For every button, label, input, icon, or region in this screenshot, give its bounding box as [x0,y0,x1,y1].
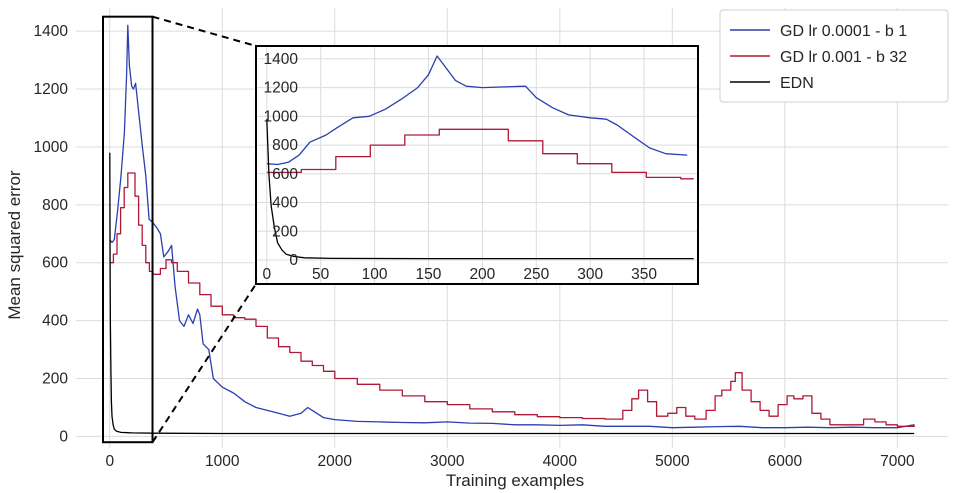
inset-y-tick-label: 1200 [264,80,299,97]
y-axis-label: Mean squared error [5,170,24,320]
series-line-2 [109,152,915,435]
inset-x-tick-label: 200 [469,266,495,283]
inset-x-tick-label: 50 [312,266,330,283]
zoom-connector-bottom [151,283,257,443]
inset-x-tick-label: 100 [362,266,388,283]
x-tick-label: 4000 [543,453,578,470]
y-tick-label: 600 [42,255,68,272]
x-tick-label: 3000 [430,453,465,470]
legend-label: EDN [780,75,814,92]
y-tick-label: 1000 [34,139,69,156]
x-tick-label: 7000 [880,453,915,470]
y-tick-label: 400 [42,313,68,330]
x-tick-label: 0 [105,453,114,470]
inset-y-tick-label: 0 [289,252,298,269]
inset-x-tick-label: 300 [577,266,603,283]
y-tick-label: 800 [42,197,68,214]
zoom-box [102,15,154,444]
y-tick-label: 1400 [34,23,69,40]
inset-series-line-1 [266,128,694,180]
x-axis-label: Training examples [446,471,584,490]
inset-y-tick-label: 1400 [264,51,299,68]
inset-grid [256,46,698,284]
y-tick-label: 0 [59,428,68,445]
inset-x-tick-label: 0 [262,266,271,283]
y-tick-label: 200 [42,371,68,388]
inset-x-tick-label: 350 [631,266,657,283]
x-tick-label: 2000 [318,453,353,470]
legend-label: GD lr 0.0001 - b 1 [780,23,907,40]
inset-x-tick-label: 150 [416,266,442,283]
inset-plot: 0 50 100 150 200 250 300 350 0 200 400 600 800 1000 1… [255,45,699,285]
inset-frame [255,45,699,285]
inset-y-tick-label: 800 [272,137,298,154]
zoom-connector-top [152,15,257,47]
inset-series [266,55,694,260]
inset-x-tick-labels: 0 50 100 150 200 250 300 350 [262,266,657,283]
inset-y-tick-label: 600 [272,166,298,183]
inset-y-tick-labels: 0 200 400 600 800 1000 1200 1400 [264,51,299,269]
x-tick-label: 6000 [768,453,803,470]
main-series [109,24,915,435]
series-line-1 [109,172,915,427]
series-line-0 [109,24,915,429]
inset-series-line-0 [266,55,688,166]
legend-label: GD lr 0.001 - b 32 [780,49,907,66]
main-y-tick-labels: 0 200 400 600 800 1000 1200 1400 [34,23,69,445]
legend-box [719,9,949,103]
y-tick-label: 1200 [34,81,69,98]
inset-x-tick-label: 250 [523,266,549,283]
zoom-indicator [102,15,257,444]
x-tick-label: 1000 [205,453,240,470]
inset-y-tick-label: 1000 [264,108,299,125]
inset-y-tick-label: 200 [272,223,298,240]
legend: GD lr 0.0001 - b 1 GD lr 0.001 - b 32 EDN [719,9,949,103]
x-tick-label: 5000 [655,453,690,470]
inset-background [256,46,698,284]
inset-y-tick-label: 400 [272,195,298,212]
inset-series-line-2 [266,119,694,260]
main-x-tick-labels: 0 1000 2000 3000 4000 5000 6000 7000 [105,453,915,470]
